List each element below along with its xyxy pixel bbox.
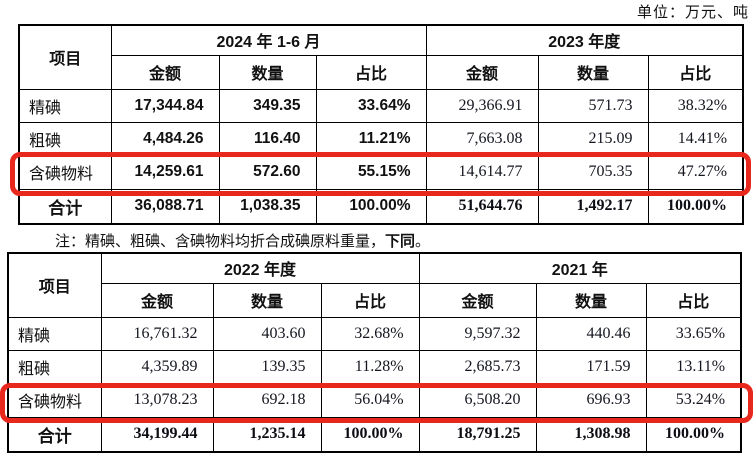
table-cell: 1,235.14 (212, 416, 322, 453)
row-label-total: 合计 (18, 188, 112, 225)
table-cell: 18,791.25 (418, 416, 537, 453)
table-2022-2021: 项目 2022 年度 2021 年 金额 数量 占比 金额 数量 占比 精碘 1… (7, 252, 743, 453)
table-cell: 33.65% (645, 316, 742, 351)
row-label: 粗碘 (18, 121, 112, 156)
col-header-ratio: 占比 (645, 282, 742, 318)
col-header-quantity: 数量 (537, 54, 649, 90)
unit-label: 单位：万元、吨 (636, 5, 749, 21)
table-cell: 100.00% (315, 188, 427, 225)
table-cell: 1,492.17 (537, 188, 649, 225)
table-cell: 7,663.08 (425, 121, 539, 156)
table-row-highlighted: 含碘物料 13,078.23 692.18 56.04% 6,508.20 69… (7, 382, 742, 418)
table-cell: 696.93 (535, 382, 647, 418)
table-cell: 572.60 (218, 154, 317, 190)
footnote-text: 注：精碘、粗碘、含碘物料均折合成碘原料重量， (55, 234, 386, 250)
row-label: 含碘物料 (7, 382, 102, 418)
table-cell: 32.68% (320, 316, 420, 351)
table-row: 精碘 16,761.32 403.60 32.68% 9,597.32 440.… (7, 316, 742, 351)
col-header-amount: 金额 (425, 54, 539, 90)
table-cell: 171.59 (535, 349, 647, 384)
table-cell: 14,614.77 (425, 154, 539, 190)
table-cell: 349.35 (218, 88, 317, 123)
footnote-period: 。 (415, 234, 431, 250)
table-cell: 11.28% (320, 349, 420, 384)
table-cell: 2,685.73 (418, 349, 537, 384)
table-cell: 215.09 (537, 121, 649, 156)
col-header-item: 项目 (7, 252, 102, 318)
table-cell: 100.00% (320, 416, 420, 453)
table-cell: 51,644.76 (425, 188, 539, 225)
table-cell: 55.15% (315, 154, 427, 190)
footnote: 注：精碘、粗碘、含碘物料均折合成碘原料重量，下同。 (55, 230, 430, 251)
col-group-2023: 2023 年度 (425, 24, 744, 56)
table-cell: 13,078.23 (100, 382, 214, 418)
table-cell: 692.18 (212, 382, 322, 418)
table-cell: 33.64% (315, 88, 427, 123)
table-cell: 14.41% (647, 121, 744, 156)
table-cell: 34,199.44 (100, 416, 214, 453)
row-label: 含碘物料 (18, 154, 112, 190)
col-header-amount: 金额 (110, 54, 220, 90)
table-cell: 9,597.32 (418, 316, 537, 351)
table-row: 精碘 17,344.84 349.35 33.64% 29,366.91 571… (18, 88, 744, 123)
row-label-total: 合计 (7, 416, 102, 453)
col-header-quantity: 数量 (535, 282, 647, 318)
col-header-ratio: 占比 (315, 54, 427, 90)
table-row: 粗碘 4,359.89 139.35 11.28% 2,685.73 171.5… (7, 349, 742, 384)
col-header-quantity: 数量 (218, 54, 317, 90)
table-cell: 16,761.32 (100, 316, 214, 351)
table-cell: 38.32% (647, 88, 744, 123)
col-header-item: 项目 (18, 24, 112, 90)
row-label: 精碘 (7, 316, 102, 351)
table-cell: 705.35 (537, 154, 649, 190)
row-label: 精碘 (18, 88, 112, 123)
table-cell: 100.00% (647, 188, 744, 225)
table-cell: 14,259.61 (110, 154, 220, 190)
table-cell: 4,484.26 (110, 121, 220, 156)
table-cell: 116.40 (218, 121, 317, 156)
table-cell: 1,308.98 (535, 416, 647, 453)
col-group-2024h1: 2024 年 1-6 月 (110, 24, 427, 56)
table-2024h1-2023: 项目 2024 年 1-6 月 2023 年度 金额 数量 占比 金额 数量 占… (18, 24, 745, 225)
table-cell: 17,344.84 (110, 88, 220, 123)
table-cell: 4,359.89 (100, 349, 214, 384)
table-cell: 29,366.91 (425, 88, 539, 123)
col-header-quantity: 数量 (212, 282, 322, 318)
table-row: 粗碘 4,484.26 116.40 11.21% 7,663.08 215.0… (18, 121, 744, 156)
table-cell: 6,508.20 (418, 382, 537, 418)
table-cell: 403.60 (212, 316, 322, 351)
table-cell: 571.73 (537, 88, 649, 123)
table-cell: 13.11% (645, 349, 742, 384)
table-cell: 100.00% (645, 416, 742, 453)
table-cell: 36,088.71 (110, 188, 220, 225)
col-header-amount: 金额 (100, 282, 214, 318)
col-header-amount: 金额 (418, 282, 537, 318)
table-cell: 139.35 (212, 349, 322, 384)
table-row-total: 合计 36,088.71 1,038.35 100.00% 51,644.76 … (18, 188, 744, 225)
table-row-highlighted: 含碘物料 14,259.61 572.60 55.15% 14,614.77 7… (18, 154, 744, 190)
col-group-2022: 2022 年度 (100, 252, 420, 284)
col-group-2021: 2021 年 (418, 252, 742, 284)
footnote-bold: 下同 (385, 233, 416, 250)
table-cell: 1,038.35 (218, 188, 317, 225)
table-cell: 53.24% (645, 382, 742, 418)
col-header-ratio: 占比 (647, 54, 744, 90)
row-label: 粗碘 (7, 349, 102, 384)
col-header-ratio: 占比 (320, 282, 420, 318)
table-cell: 56.04% (320, 382, 420, 418)
table-cell: 47.27% (647, 154, 744, 190)
table-row-total: 合计 34,199.44 1,235.14 100.00% 18,791.25 … (7, 416, 742, 453)
table-cell: 11.21% (315, 121, 427, 156)
table-cell: 440.46 (535, 316, 647, 351)
